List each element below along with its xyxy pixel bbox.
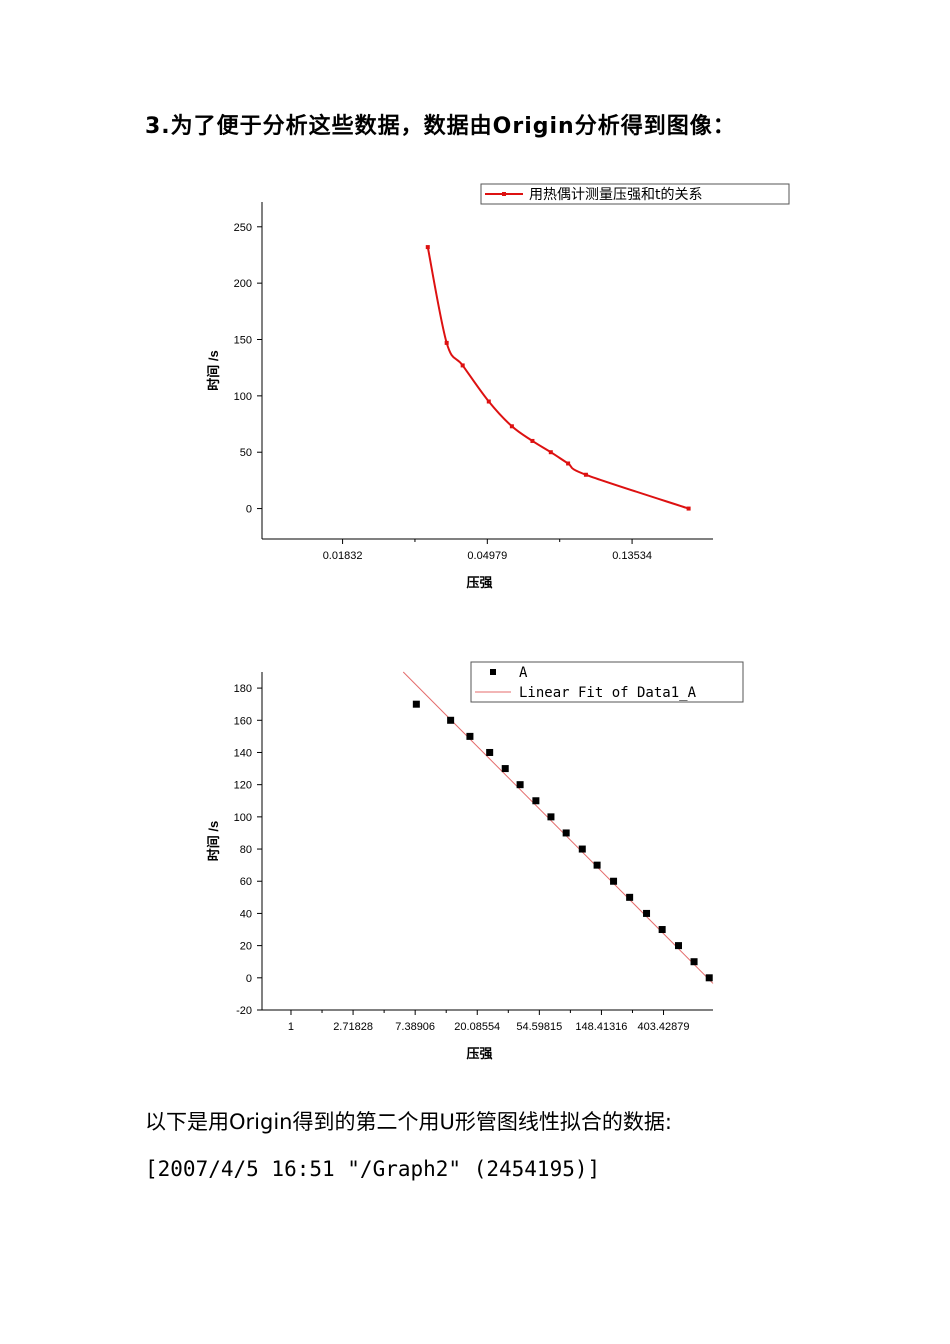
data-point xyxy=(516,781,524,789)
y-tick-label: -20 xyxy=(236,1005,252,1017)
data-point xyxy=(501,765,509,773)
data-point xyxy=(593,861,601,869)
data-point xyxy=(548,450,553,455)
y-tick-label: 150 xyxy=(234,335,252,347)
x-axis-label: 压强 xyxy=(466,1046,492,1061)
x-tick-label: 0.01832 xyxy=(323,550,363,562)
data-point xyxy=(444,340,449,345)
y-tick-label: 0 xyxy=(246,504,252,516)
y-axis-label: 时间 /s xyxy=(206,350,221,390)
y-tick-label: 200 xyxy=(234,278,252,290)
x-tick-label: 54.59815 xyxy=(516,1021,562,1033)
data-point xyxy=(562,829,570,837)
legend-label-a: A xyxy=(519,665,528,681)
data-point xyxy=(466,732,474,740)
data-point xyxy=(486,748,494,756)
y-tick-label: 40 xyxy=(240,908,252,920)
data-point xyxy=(530,438,535,443)
x-tick-label: 0.04979 xyxy=(467,550,507,562)
y-axis-label: 时间 /s xyxy=(206,821,221,861)
x-tick-label: 20.08554 xyxy=(454,1021,500,1033)
data-point xyxy=(705,974,713,982)
data-point xyxy=(643,909,651,917)
y-tick-label: 60 xyxy=(240,876,252,888)
x-tick-label: 148.41316 xyxy=(575,1021,627,1033)
y-tick-label: 100 xyxy=(234,812,252,824)
data-point xyxy=(610,877,618,885)
legend-label: 用热偶计测量压强和t的关系 xyxy=(529,187,703,203)
data-point xyxy=(412,700,420,708)
y-tick-label: 0 xyxy=(246,973,252,985)
data-point xyxy=(686,506,691,511)
legend-marker-a xyxy=(490,669,496,675)
y-tick-label: 100 xyxy=(234,391,252,403)
data-point xyxy=(447,716,455,724)
x-tick-label: 0.13534 xyxy=(612,550,652,562)
y-tick-label: 180 xyxy=(234,683,252,695)
y-tick-label: 50 xyxy=(240,447,252,459)
pressure-time-linear-fit-chart: -20 0 20 40 60 80 100 120 140 160 180 1 2.71828 7.389… xyxy=(206,661,744,1061)
y-tick-label: 140 xyxy=(234,747,252,759)
section-heading: 3.为了便于分析这些数据，数据由Origin分析得到图像： xyxy=(145,114,736,139)
data-point xyxy=(578,845,586,853)
legend-label-fit: Linear Fit of Data1_A xyxy=(519,685,697,701)
data-point xyxy=(690,958,698,966)
legend-box xyxy=(480,183,790,205)
legend-box xyxy=(470,661,744,703)
data-point xyxy=(675,942,683,950)
data-point xyxy=(532,797,540,805)
legend-marker xyxy=(502,192,506,196)
data-point xyxy=(460,363,465,368)
x-tick-label: 7.38906 xyxy=(395,1021,435,1033)
data-point xyxy=(486,399,491,404)
fit-data-intro: 以下是用Origin得到的第二个用U形管图线性拟合的数据: xyxy=(145,1110,672,1134)
x-tick-label: 403.42879 xyxy=(638,1021,690,1033)
x-tick-label: 1 xyxy=(288,1021,294,1033)
data-point xyxy=(547,813,555,821)
pressure-time-curve-chart: 0 50 100 150 200 250 0.01832 0.04979 0.13534 压强 时间… xyxy=(206,183,790,590)
data-point xyxy=(658,926,666,934)
fit-data-timestamp: [2007/4/5 16:51 "/Graph2" (2454195)] xyxy=(145,1157,601,1181)
data-point xyxy=(583,472,588,477)
x-axis-label: 压强 xyxy=(466,575,492,590)
y-tick-label: 160 xyxy=(234,715,252,727)
data-point xyxy=(626,893,634,901)
y-tick-label: 20 xyxy=(240,941,252,953)
y-tick-label: 80 xyxy=(240,844,252,856)
series-line xyxy=(426,246,689,510)
data-point xyxy=(566,461,571,466)
x-tick-label: 2.71828 xyxy=(333,1021,373,1033)
data-point xyxy=(509,424,514,429)
y-tick-label: 250 xyxy=(234,222,252,234)
data-point xyxy=(425,245,430,250)
y-tick-label: 120 xyxy=(234,780,252,792)
